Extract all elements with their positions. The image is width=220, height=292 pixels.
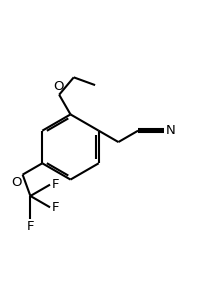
Text: N: N [165,124,175,137]
Text: F: F [52,201,59,214]
Text: O: O [11,175,22,189]
Text: F: F [52,178,59,191]
Text: F: F [27,220,34,233]
Text: O: O [53,80,63,93]
